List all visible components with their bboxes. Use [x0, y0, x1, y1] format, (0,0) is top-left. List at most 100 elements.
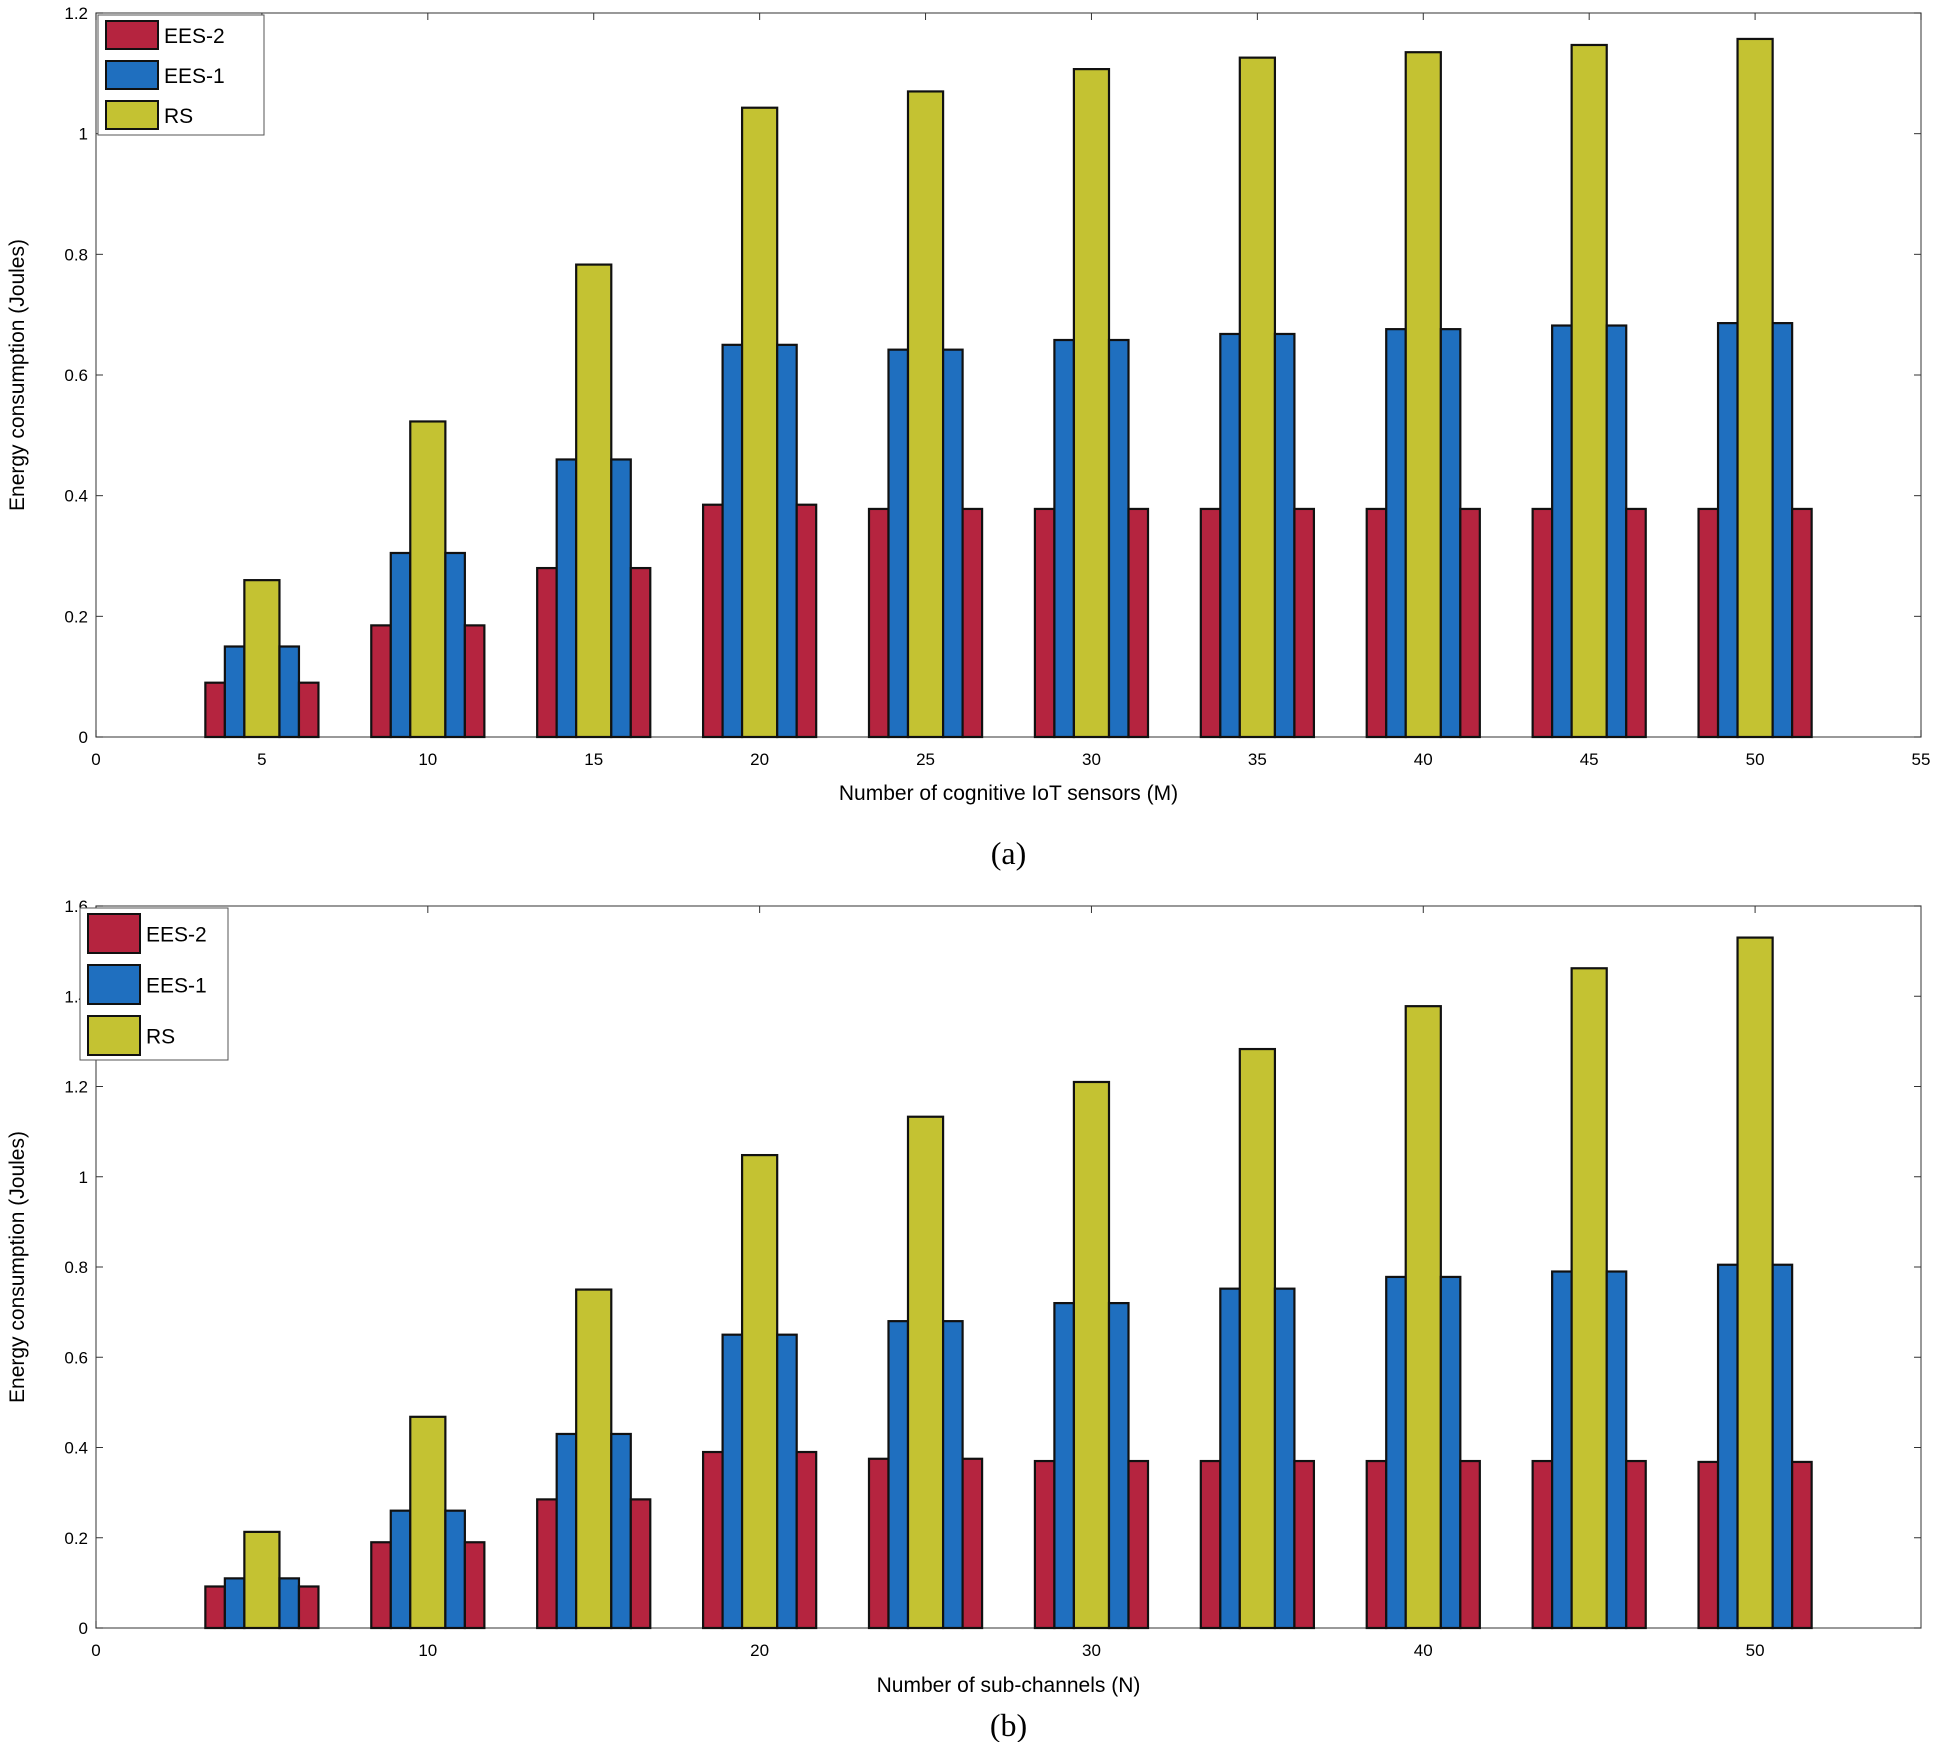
bar-ees-1	[1219, 332, 1241, 739]
y-tick-label: 0.6	[64, 366, 88, 385]
bar-ees-1	[1439, 1275, 1462, 1630]
bar-ees-1	[1771, 1263, 1794, 1630]
bar-ees-2	[1033, 1459, 1056, 1630]
bar-ees-1	[1551, 1270, 1573, 1630]
bar-ees-2	[297, 1585, 320, 1630]
bar-rs	[1072, 68, 1111, 739]
bar-rs	[1736, 936, 1774, 1630]
x-tick-label: 40	[1414, 1641, 1433, 1660]
legend-swatch-rs	[105, 100, 159, 130]
legend-swatch-ees-1	[105, 60, 159, 90]
bar-rs	[1570, 967, 1608, 1630]
figure-caption: (b)	[990, 1707, 1027, 1742]
x-tick-label: 15	[584, 750, 603, 769]
bar-ees-2	[1293, 1459, 1316, 1630]
y-tick-label: 1	[79, 125, 88, 144]
y-tick-label: 0	[79, 1619, 88, 1638]
bar-ees-1	[1771, 322, 1794, 739]
legend-label-ees-2: EES-2	[146, 924, 207, 947]
y-axis-label: Energy consumption (Joules)	[6, 1131, 29, 1403]
y-tick-label: 1	[79, 1168, 88, 1187]
bar-ees-1	[941, 348, 964, 739]
chart-b: 00.20.40.60.811.21.41.60 10 20 30 40 50EES-2E…	[6, 897, 1922, 1742]
bar-rs	[906, 90, 945, 739]
bar-ees-1	[1107, 1301, 1130, 1630]
bar-ees-1	[887, 348, 910, 739]
chart-a: 0 0.2 0.4 0.6 0.8 1 1.2 0 5 10 15 20 25 30 35 40 45 50 55 E…	[6, 4, 1930, 871]
bar-ees-1	[776, 1333, 798, 1630]
bar-rs	[1404, 1005, 1442, 1630]
y-axis-label: Energy consumption (Joules)	[6, 239, 29, 511]
bar-ees-1	[278, 1577, 301, 1630]
bar-rs	[1072, 1080, 1111, 1630]
bar-ees-2	[1697, 507, 1720, 739]
bar-rs	[575, 263, 613, 739]
bar-ees-1	[444, 551, 466, 739]
bar-rs	[409, 1415, 447, 1630]
bar-ees-2	[961, 1457, 984, 1630]
bar-ees-2	[536, 1498, 558, 1630]
x-tick-label: 25	[916, 750, 935, 769]
bar-ees-2	[370, 1541, 392, 1630]
bar-ees-2	[463, 1541, 486, 1630]
bar-ees-1	[1551, 324, 1573, 739]
bar-ees-1	[776, 343, 798, 739]
bar-ees-2	[1697, 1460, 1720, 1630]
y-tick-label: 1.2	[64, 4, 88, 23]
bar-ees-1	[610, 458, 632, 739]
y-tick-label: 0.8	[64, 245, 88, 264]
bar-rs	[1570, 43, 1608, 739]
bar-ees-1	[610, 1432, 632, 1630]
bar-rs	[1238, 1047, 1277, 1630]
bar-ees-1	[1605, 1270, 1628, 1630]
y-tick-label: 0.2	[64, 1529, 88, 1548]
bar-ees-2	[795, 1450, 818, 1630]
bar-rs	[740, 106, 779, 739]
x-tick-label: 50	[1746, 1641, 1765, 1660]
bar-ees-2	[1459, 1459, 1481, 1630]
x-tick-label: 35	[1248, 750, 1267, 769]
bar-ees-2	[1365, 507, 1388, 739]
bar-ees-2	[701, 1450, 724, 1630]
x-tick-label: 55	[1912, 750, 1931, 769]
bar-ees-2	[1199, 1459, 1222, 1630]
bar-ees-1	[1273, 332, 1296, 739]
bar-ees-1	[1385, 328, 1407, 739]
y-tick-label: 1.2	[64, 1078, 88, 1097]
x-tick-label: 0	[91, 1641, 100, 1660]
bar-rs	[740, 1153, 779, 1630]
bar-ees-1	[555, 1432, 578, 1630]
bar-rs	[906, 1115, 945, 1630]
bar-ees-2	[1791, 1460, 1813, 1630]
bar-ees-2	[629, 1498, 652, 1630]
y-tick-label: 0	[79, 728, 88, 747]
bar-ees-1	[555, 458, 578, 739]
x-tick-label: 30	[1082, 750, 1101, 769]
legend-label-rs: RS	[146, 1026, 175, 1049]
bar-rs	[243, 579, 281, 739]
bar-rs	[1238, 56, 1277, 739]
bar-ees-2	[961, 507, 984, 739]
bar-ees-1	[1219, 1287, 1241, 1630]
bar-rs	[575, 1288, 613, 1630]
bar-ees-1	[1439, 328, 1462, 739]
legend-label-ees-1: EES-1	[146, 975, 207, 998]
bar-ees-1	[1053, 338, 1076, 739]
bar-ees-1	[1716, 1263, 1739, 1630]
x-axis-label: Number of sub-channels (N)	[877, 1674, 1141, 1697]
bar-ees-1	[389, 1509, 412, 1630]
bar-ees-1	[721, 1333, 744, 1630]
legend-swatch-ees-2	[105, 20, 159, 50]
bar-ees-1	[223, 645, 246, 739]
legend-swatch-ees-1	[87, 964, 141, 1005]
bar-ees-2	[867, 1457, 890, 1630]
x-tick-label: 0	[91, 750, 100, 769]
bar-ees-1	[941, 1320, 964, 1630]
x-tick-label: 10	[418, 1641, 437, 1660]
x-tick-label: 50	[1746, 750, 1765, 769]
bar-ees-2	[204, 681, 226, 739]
bar-ees-2	[1625, 507, 1647, 739]
x-axis-label: Number of cognitive IoT sensors (M)	[839, 782, 1178, 805]
bar-ees-2	[1199, 507, 1222, 739]
bar-rs	[409, 420, 447, 739]
